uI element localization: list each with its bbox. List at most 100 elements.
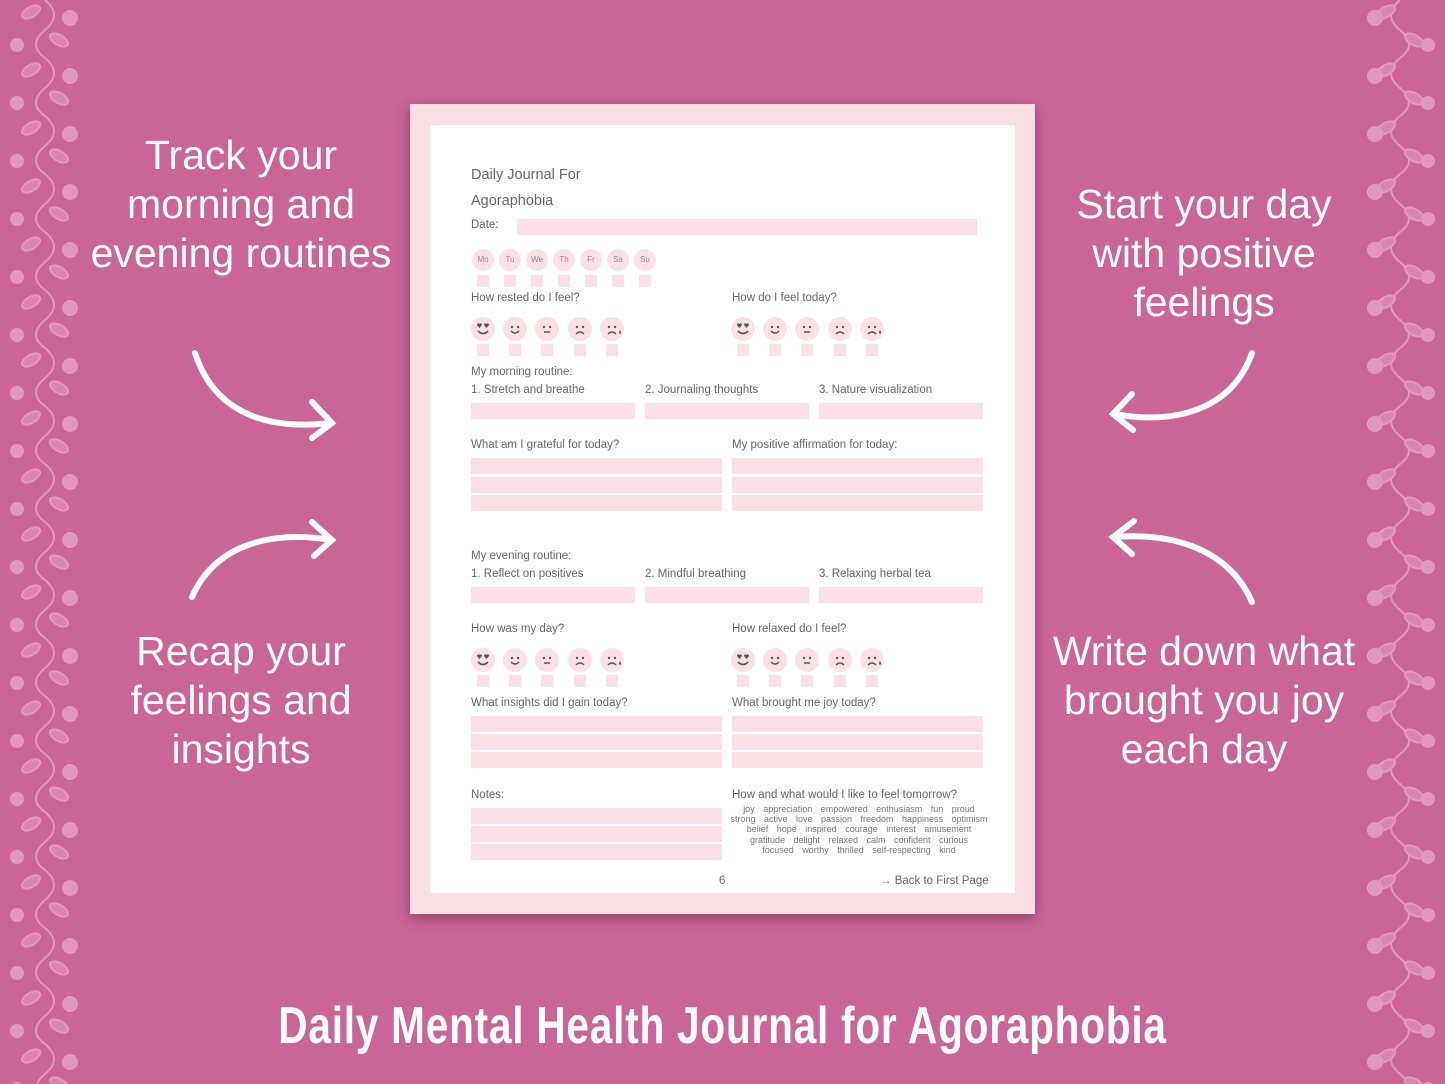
morning-field[interactable]	[819, 403, 983, 419]
notes-field[interactable]	[471, 808, 722, 824]
heart-eyes-face-icon[interactable]	[471, 317, 495, 346]
affirmation-field[interactable]	[732, 477, 983, 493]
day-checkbox[interactable]	[639, 275, 651, 287]
frown-face-icon[interactable]	[827, 648, 852, 677]
morning-routine-label: My morning routine:	[471, 366, 573, 378]
flower-icon	[10, 405, 78, 465]
frown-face-icon[interactable]	[567, 648, 592, 677]
face-checkbox[interactable]	[769, 675, 782, 687]
face-checkbox[interactable]	[573, 344, 586, 356]
flower-icon	[1367, 869, 1435, 929]
smile-face-icon[interactable]	[763, 317, 788, 346]
smile-face-icon[interactable]	[763, 648, 788, 677]
flower-icon	[1367, 579, 1435, 639]
frown-face-icon[interactable]	[567, 317, 592, 346]
insights-field[interactable]	[471, 734, 722, 750]
face-checkbox[interactable]	[769, 344, 782, 356]
rested-label: How rested do I feel?	[471, 292, 580, 304]
face-checkbox[interactable]	[737, 344, 749, 356]
crying-face-icon[interactable]	[859, 317, 884, 346]
insights-field[interactable]	[471, 752, 722, 768]
face-checkbox[interactable]	[509, 344, 522, 356]
morning-item: 1. Stretch and breathe	[471, 384, 585, 396]
day-circle-sa[interactable]: Sa	[607, 249, 629, 271]
smile-face-icon[interactable]	[503, 317, 528, 346]
day-circle-mo[interactable]: Mo	[472, 249, 494, 271]
flower-icon	[1367, 1043, 1433, 1084]
day-circle-su[interactable]: Su	[634, 249, 656, 271]
flower-icon	[10, 463, 78, 523]
day-circle-tu[interactable]: Tu	[499, 249, 521, 271]
face-checkbox[interactable]	[477, 675, 489, 687]
notes-field[interactable]	[471, 844, 722, 860]
insights-field[interactable]	[471, 716, 722, 732]
grateful-field[interactable]	[471, 477, 722, 493]
flower-icon	[10, 927, 78, 987]
neutral-face-icon[interactable]	[535, 648, 560, 677]
insights-label: What insights did I gain today?	[471, 697, 628, 709]
arrow-icon	[1108, 350, 1255, 433]
day-circle-th[interactable]: Th	[553, 249, 575, 271]
day-checkbox[interactable]	[558, 275, 570, 287]
flower-icon	[1367, 405, 1435, 465]
face-checkbox[interactable]	[865, 675, 878, 687]
morning-field[interactable]	[645, 403, 809, 419]
face-checkbox[interactable]	[605, 675, 618, 687]
evening-field[interactable]	[471, 587, 635, 603]
joy-field[interactable]	[732, 752, 983, 768]
neutral-face-icon[interactable]	[535, 317, 560, 346]
heart-eyes-face-icon[interactable]	[471, 648, 495, 677]
face-checkbox[interactable]	[605, 344, 618, 356]
morning-field[interactable]	[471, 403, 635, 419]
flower-icon	[10, 637, 78, 697]
flower-icon	[10, 753, 78, 813]
floral-border-left	[10, 0, 78, 1084]
heart-eyes-face-icon[interactable]	[731, 317, 755, 346]
date-field[interactable]	[517, 219, 977, 235]
morning-item: 3. Nature visualization	[819, 384, 933, 396]
face-checkbox[interactable]	[801, 344, 814, 356]
face-checkbox[interactable]	[509, 675, 522, 687]
evening-field[interactable]	[819, 587, 983, 603]
face-checkbox[interactable]	[833, 675, 846, 687]
affirmation-field[interactable]	[732, 458, 983, 474]
back-to-first-page-link[interactable]: → Back to First Page	[880, 875, 989, 887]
face-checkbox[interactable]	[737, 675, 749, 687]
grateful-field[interactable]	[471, 495, 722, 511]
joy-field[interactable]	[732, 734, 983, 750]
frown-face-icon[interactable]	[827, 317, 852, 346]
day-checkbox[interactable]	[612, 275, 624, 287]
face-checkbox[interactable]	[865, 344, 878, 356]
flower-icon	[10, 985, 78, 1045]
day-checkbox[interactable]	[585, 275, 597, 287]
smile-face-icon[interactable]	[503, 648, 528, 677]
face-checkbox[interactable]	[541, 675, 554, 687]
flower-icon	[10, 231, 78, 291]
crying-face-icon[interactable]	[599, 317, 624, 346]
face-checkbox[interactable]	[541, 344, 554, 356]
day-checkbox[interactable]	[477, 275, 489, 287]
callout-bottom-right: Write down what brought you joy each day	[1052, 628, 1356, 772]
crying-face-icon[interactable]	[859, 648, 884, 677]
day-circle-fr[interactable]: Fr	[580, 249, 602, 271]
face-checkbox[interactable]	[801, 675, 814, 687]
face-checkbox[interactable]	[833, 344, 846, 356]
neutral-face-icon[interactable]	[795, 648, 820, 677]
date-label: Date:	[471, 219, 499, 231]
notes-field[interactable]	[471, 826, 722, 842]
grateful-field[interactable]	[471, 458, 722, 474]
affirmation-field[interactable]	[732, 495, 983, 511]
day-circle-we[interactable]: We	[526, 249, 548, 271]
day-checkbox[interactable]	[531, 275, 543, 287]
face-checkbox[interactable]	[573, 675, 586, 687]
joy-field[interactable]	[732, 716, 983, 732]
grateful-label: What am I grateful for today?	[471, 439, 620, 451]
day-checkbox[interactable]	[504, 275, 516, 287]
heart-eyes-face-icon[interactable]	[731, 648, 755, 677]
crying-face-icon[interactable]	[599, 648, 624, 677]
neutral-face-icon[interactable]	[795, 317, 820, 346]
face-checkbox[interactable]	[477, 344, 489, 356]
flower-icon	[10, 579, 78, 639]
evening-field[interactable]	[645, 587, 809, 603]
